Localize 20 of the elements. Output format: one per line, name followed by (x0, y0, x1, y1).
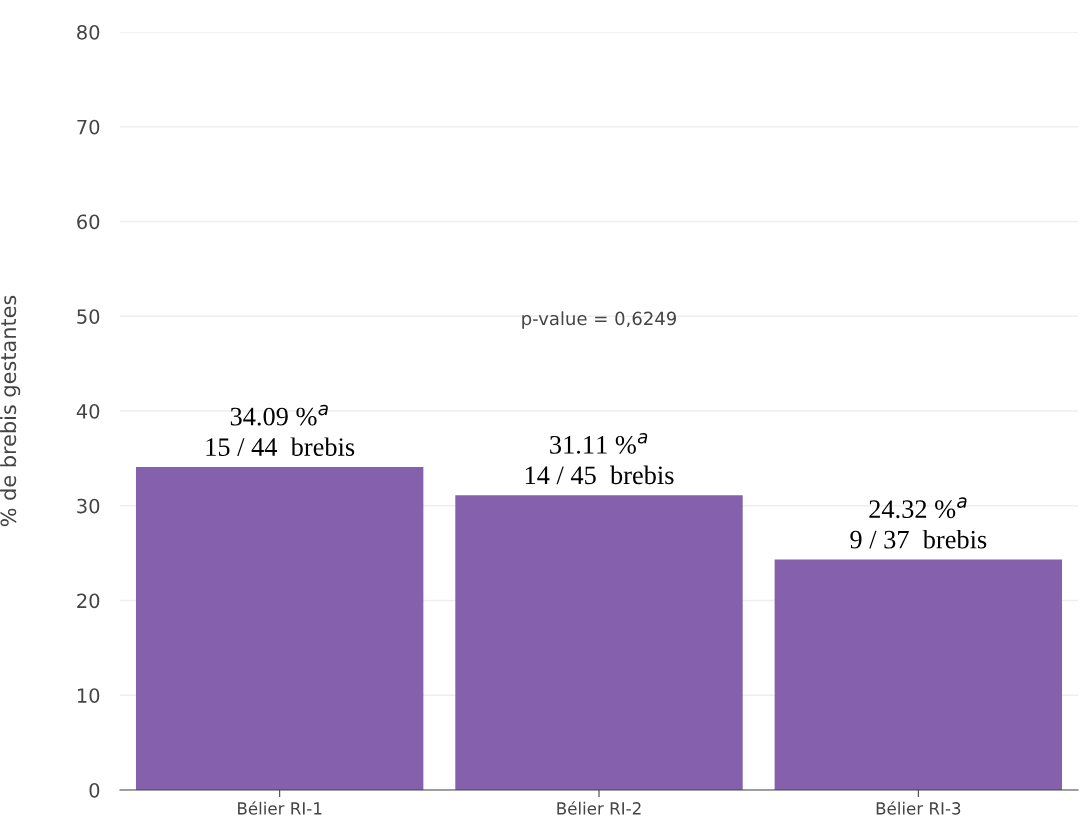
y-tick-label: 10 (77, 688, 100, 703)
y-axis-title: % de brebis gestantes (0, 295, 21, 527)
annotation: p-value = 0,6249 (522, 311, 677, 329)
bar (774, 559, 1063, 790)
y-tick-label: 20 (77, 593, 100, 609)
x-tick-label: Bélier RI-3 (876, 801, 961, 815)
data-label: 34.09 %$^{a}$ 15 / 44 brebis (206, 404, 355, 456)
y-tick-label: 30 (77, 498, 100, 514)
y-tick-label: 40 (76, 403, 100, 419)
bar (135, 467, 424, 790)
x-tick-label: Bélier RI-1 (238, 801, 322, 815)
y-tick-label: 50 (77, 309, 100, 324)
y-tick-label: 80 (77, 24, 100, 40)
y-tick-label: 70 (77, 119, 100, 135)
bar (455, 495, 743, 790)
y-tick-label: 0 (89, 782, 100, 798)
y-tick-label: 60 (77, 214, 100, 230)
x-tick-label: Bélier RI-2 (557, 801, 641, 815)
data-label: 31.11 %$^{a}$ 14 / 45 brebis (525, 433, 674, 485)
data-label: 24.32 %$^{a}$ 9 / 37 brebis (850, 497, 987, 549)
